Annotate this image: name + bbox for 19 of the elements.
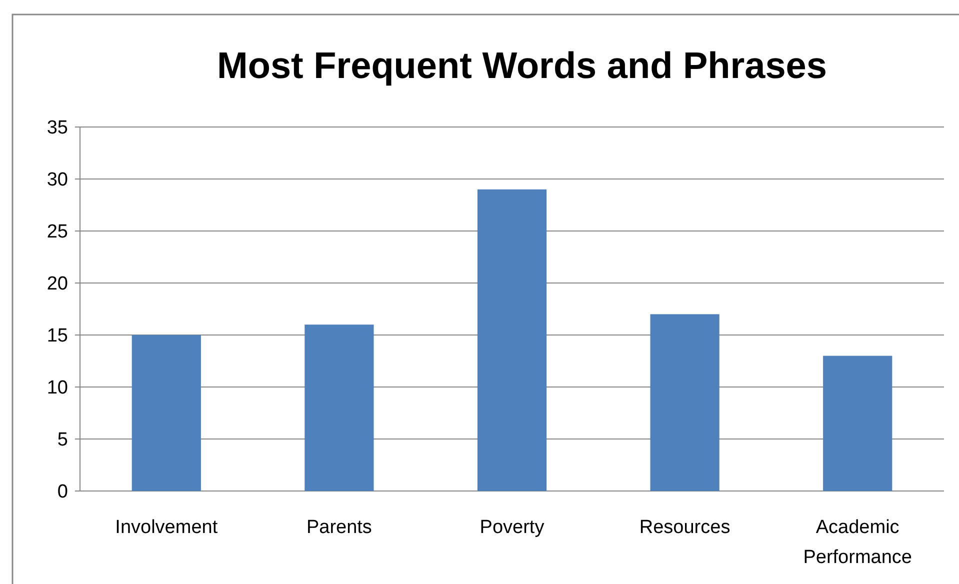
y-tick-label: 35 xyxy=(46,118,68,139)
x-tick-label: Parents xyxy=(306,517,372,538)
y-tick-label: 5 xyxy=(57,430,68,451)
x-tick-label: Involvement xyxy=(115,517,218,538)
chart-title: Most Frequent Words and Phrases xyxy=(217,45,827,86)
y-tick-label: 0 xyxy=(57,482,68,503)
bar xyxy=(132,335,201,491)
x-tick-label: Resources xyxy=(639,517,730,538)
bar xyxy=(823,356,892,491)
y-tick-label: 15 xyxy=(46,326,68,347)
y-tick-label: 25 xyxy=(46,222,68,243)
bar xyxy=(477,189,547,491)
y-tick-label: 20 xyxy=(46,274,68,295)
x-tick-label: Academic Performance xyxy=(803,517,912,568)
x-tick-label: Poverty xyxy=(480,517,545,538)
bar xyxy=(304,324,374,491)
bar xyxy=(650,314,720,491)
y-tick-label: 10 xyxy=(46,378,68,399)
y-tick-label: 30 xyxy=(46,170,68,191)
